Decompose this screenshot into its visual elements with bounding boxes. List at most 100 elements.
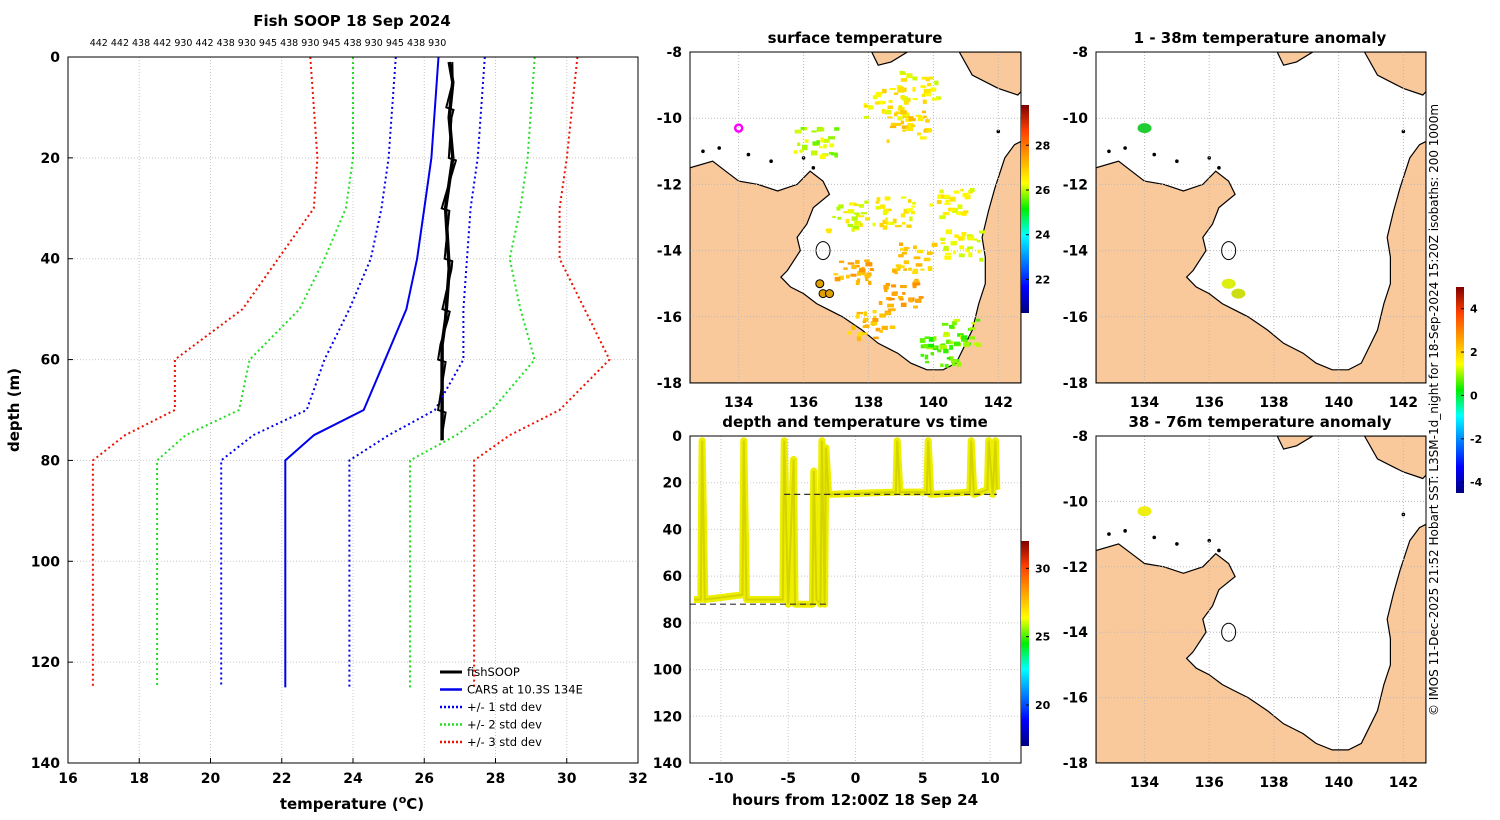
sst-pixel [876,100,884,105]
sst-pixel [847,209,855,214]
sst-pixel [891,284,897,288]
sst-pixel [873,336,879,340]
surface-ytick-label: -8 [666,45,682,61]
profile-ytick-label: 140 [31,756,60,772]
sst-pixel [945,252,952,256]
sst-pixel [899,70,905,75]
legend-label-fishSOOP: fishSOOP [467,665,520,679]
sst-pixel [886,139,890,143]
island-dot [1217,548,1221,553]
island-dot [1107,532,1111,536]
sst-pixel [838,275,844,280]
profile-ytick-label: 20 [41,151,61,167]
sst-pixel [853,203,859,206]
profile-xtick-label: 28 [486,771,505,787]
island-dot [1175,159,1179,164]
sst-pixel [899,297,904,301]
sst-pixel [939,215,946,220]
sst-pixel [894,122,902,126]
sst-pixel [854,221,861,226]
timeseries-colorbar-tick-label: 30 [1035,562,1051,575]
sst-pixel [928,336,935,342]
timeseries-xtick-label: -5 [780,771,796,787]
island-dot [717,146,722,150]
sst-pixel [959,245,965,250]
sst-pixel [900,120,904,125]
sst-pixel [833,273,839,276]
anom2-xtick-label: 142 [1389,775,1418,791]
timeseries-track [690,437,1001,608]
anom1-tick-labels: 134 136 138 140 142 -8 -10 -12 -14 -16 -18 [1063,45,1418,411]
sst-pixel [891,291,898,296]
sst-pixel [949,208,955,212]
sst-pixel [979,257,984,262]
sst-pixel [970,188,975,192]
surface-ytick-label: -12 [657,177,682,193]
sst-pixel [926,346,933,350]
sst-pixel [953,341,961,346]
anomaly-map-2-panel: 134 136 138 140 142 -8 -10 -12 -14 -16 -18 38 - 76… [1063,413,1427,791]
sst-pixel [831,152,838,156]
sst-pixel [957,204,963,210]
surface-sst-patches [733,70,986,368]
anomaly-colorbar-ticks: -4 -2 0 2 4 [1461,303,1483,489]
sst-pixel [923,343,929,348]
sst-pixel [912,98,918,101]
anom1-ytick-label: -18 [1063,376,1088,392]
sst-pixel [823,138,830,143]
sst-pixel [909,216,913,222]
credit-text: © IMOS 11-Dec-2025 21:52 Hobart SST: L3S… [1427,104,1441,716]
island-dot [996,129,1001,134]
sst-pixel [832,215,836,219]
sst-pixel [929,251,934,254]
sst-pixel [903,247,910,250]
sst-pixel [836,206,841,211]
profile-xtick-label: 18 [130,771,149,787]
sst-pixel [834,127,840,131]
sst-pixel [908,199,912,203]
sst-pixel [895,111,901,115]
sst-pixel [924,354,929,360]
anom1-axes-box [1095,51,1427,384]
sst-pixel [874,94,882,98]
anom2-land [1096,436,1426,763]
sst-pixel [973,238,978,241]
anomaly-colorbar-tick-label: 0 [1470,389,1478,402]
sst-pixel [878,301,883,306]
sst-pixel [899,265,905,269]
timeseries-title: depth and temperature vs time [722,413,988,431]
sst-pixel [901,125,908,129]
sst-pixel [915,298,922,303]
sst-pixel [828,136,835,140]
anom2-ytick-label: -8 [1072,429,1088,445]
sst-pixel [936,200,942,204]
profile-axes-box [67,56,639,764]
anomaly-map-1-panel: 134 136 138 140 142 -8 -10 -12 -14 -16 -18 1 - 38m… [1063,29,1483,493]
sst-pixel [967,235,975,241]
sst-pixel [859,268,866,273]
timeseries-ytick-label: 40 [663,522,683,538]
sst-pixel [942,334,948,338]
sst-pixel [885,109,892,115]
depth-track-core [694,440,998,607]
series-std2_high [409,57,536,688]
sst-pixel [908,267,912,271]
sst-pixel [891,308,896,312]
sst-pixel [880,204,886,209]
island-dot [1107,149,1111,154]
sst-pixel [845,218,850,224]
timeseries-ytick-label: 100 [653,663,682,679]
anomaly-colorbar-tick-label: -4 [1470,476,1483,489]
sst-pixel [933,336,937,341]
sst-pixel [923,257,931,262]
sst-pixel [797,142,801,147]
sst-pixel [892,218,897,224]
sst-pixel [903,260,910,265]
anom2-axes-box [1095,435,1427,764]
sst-pixel [865,217,871,221]
timeseries-colorbar [1021,541,1029,746]
sst-pixel [917,132,921,136]
sst-pixel [929,203,933,207]
sst-pixel [918,296,924,299]
